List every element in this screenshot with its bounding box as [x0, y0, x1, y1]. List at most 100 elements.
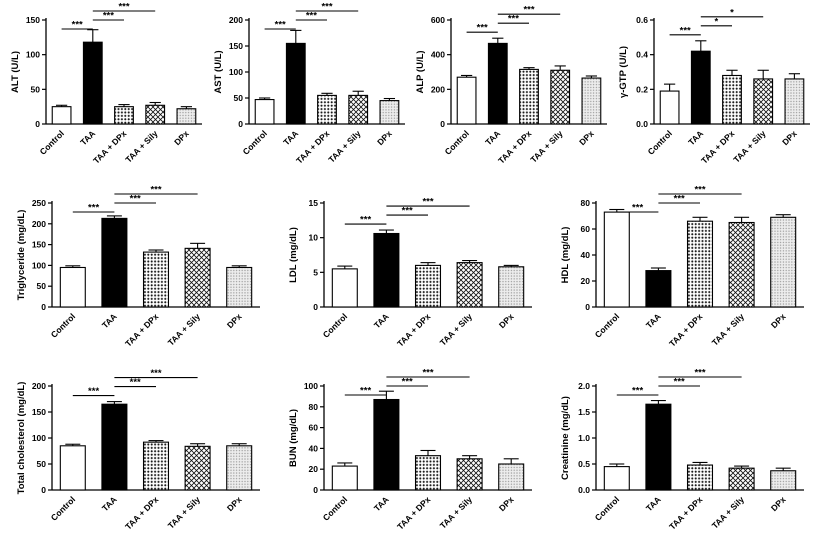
x-tick-label: TAA	[100, 311, 119, 330]
bar-chart-svg: 0 50 100 150 200 Total cholesterol (mg/dL) Con…	[16, 368, 260, 532]
significance-label: ***	[632, 203, 643, 214]
bar-DPx	[498, 266, 525, 308]
x-tick-label: Control	[443, 128, 471, 156]
x-tick-label: TAA + DPx	[667, 494, 704, 531]
y-tick-label: 200	[32, 381, 46, 391]
x-tick-label: TAA	[372, 311, 391, 330]
y-tick-label: 0	[35, 119, 40, 129]
x-tick-label: Control	[321, 311, 349, 339]
y-tick-label: 200	[228, 15, 242, 25]
significance-label: ***	[360, 215, 371, 226]
x-tick-label: TAA + DPx	[699, 128, 736, 165]
chart-hdl: 0 20 40 60 80 HDL (mg/dL) Control TAA TAA + DPx T…	[558, 185, 810, 368]
x-tick-label: TAA	[100, 494, 119, 513]
y-axis-label: Creatinine (mg/dL)	[560, 396, 571, 480]
bar-Control	[603, 211, 630, 308]
x-tick-label: TAA + DPx	[123, 311, 160, 348]
x-tick-label: TAA + DPx	[395, 311, 432, 348]
significance-label: *	[730, 7, 734, 18]
x-tick-label: DPx	[172, 128, 191, 147]
y-tick-label: 20	[309, 464, 319, 474]
bar-DPx	[498, 463, 525, 491]
x-tick-label: TAA	[372, 494, 391, 513]
significance-label: ***	[103, 11, 114, 22]
x-tick-label: DPx	[497, 311, 516, 330]
bar-chart-svg: 0 20 40 60 80 100 BUN (mg/dL) Control TAA TAA + D…	[288, 368, 532, 532]
x-tick-label: TAA + DPx	[123, 494, 160, 531]
y-tick-label: 0	[585, 302, 590, 312]
y-tick-label: 40	[309, 443, 319, 453]
chart-triglyceride: 0 50 100 150 200 250 Triglyceride (mg/dL) Contr…	[14, 185, 266, 368]
bar-TAA + DPx	[519, 68, 540, 125]
y-tick-label: 0.5	[578, 459, 590, 469]
bar-Control	[331, 268, 358, 308]
bar-chart-svg: 0 50 100 150 200 250 Triglyceride (mg/dL) Contr…	[16, 185, 260, 349]
significance-label: ***	[321, 2, 332, 13]
y-tick-label: 40	[581, 250, 591, 260]
bar-TAA	[285, 42, 306, 125]
significance-label: ***	[306, 11, 317, 22]
x-tick-label: TAA + Sily	[438, 494, 474, 530]
y-tick-label: 20	[581, 276, 591, 286]
x-tick-label: Control	[321, 494, 349, 522]
y-tick-label: 60	[309, 423, 319, 433]
x-tick-label: DPx	[769, 311, 788, 330]
y-tick-label: 50	[37, 459, 47, 469]
y-tick-label: 80	[309, 402, 319, 412]
y-tick-label: 150	[228, 41, 242, 51]
bar-DPx	[770, 470, 797, 491]
x-tick-label: TAA + DPx	[91, 128, 128, 165]
bar-TAA + DPx	[686, 464, 714, 491]
chart-row-3: 0 50 100 150 200 Total cholesterol (mg/dL) Con…	[0, 368, 824, 551]
x-tick-label: TAA + Sily	[731, 128, 767, 164]
y-tick-label: 0	[441, 119, 446, 129]
x-tick-label: DPx	[497, 494, 516, 513]
x-tick-label: Control	[240, 128, 268, 156]
bar-TAA	[373, 398, 400, 491]
bar-Control	[659, 90, 680, 125]
y-axis-label: γ-GTP (U/L)	[618, 46, 629, 98]
bar-TAA + Sily	[456, 262, 483, 308]
significance-label: ***	[422, 368, 433, 379]
significance-label: ***	[422, 197, 433, 208]
y-tick-label: 0.4	[636, 50, 648, 60]
x-tick-label: DPx	[780, 128, 799, 147]
significance-label: ***	[694, 368, 705, 379]
bar-TAA	[82, 41, 103, 125]
significance-label: ***	[674, 194, 685, 205]
y-axis-label: Total cholesterol (mg/dL)	[16, 382, 27, 495]
chart-bun: 0 20 40 60 80 100 BUN (mg/dL) Control TAA TAA + D…	[286, 368, 538, 551]
y-tick-label: 400	[431, 50, 445, 60]
bar-TAA	[645, 270, 672, 308]
significance-label: ***	[402, 377, 413, 388]
bar-Control	[59, 445, 86, 491]
significance-label: ***	[88, 386, 99, 397]
significance-label: ***	[477, 23, 488, 34]
x-tick-label: TAA + Sily	[123, 128, 159, 164]
bar-TAA + DPx	[114, 106, 134, 125]
bar-TAA	[101, 403, 128, 491]
y-axis-label: Triglyceride (mg/dL)	[16, 210, 27, 301]
x-tick-label: TAA + DPx	[395, 494, 432, 531]
x-tick-label: Control	[38, 128, 66, 156]
y-axis-label: HDL (mg/dL)	[560, 227, 571, 284]
significance-label: ***	[632, 386, 643, 397]
significance-label: ***	[274, 20, 285, 31]
y-tick-label: 0.6	[636, 15, 648, 25]
bar-DPx	[379, 100, 399, 125]
bar-TAA + DPx	[142, 251, 170, 308]
bar-TAA + Sily	[550, 69, 571, 125]
chart-ldl: 0 5 10 15 LDL (mg/dL) Control TAA TAA + DPx TAA …	[286, 185, 538, 368]
significance-label: ***	[72, 20, 83, 31]
y-axis-label: AST (U/L)	[213, 50, 224, 93]
x-tick-label: TAA + DPx	[294, 128, 331, 165]
bar-DPx	[770, 216, 797, 308]
bar-Control	[254, 99, 275, 125]
x-tick-label: TAA + Sily	[166, 311, 202, 347]
significance-label: ***	[130, 194, 141, 205]
x-tick-label: TAA	[484, 128, 503, 147]
